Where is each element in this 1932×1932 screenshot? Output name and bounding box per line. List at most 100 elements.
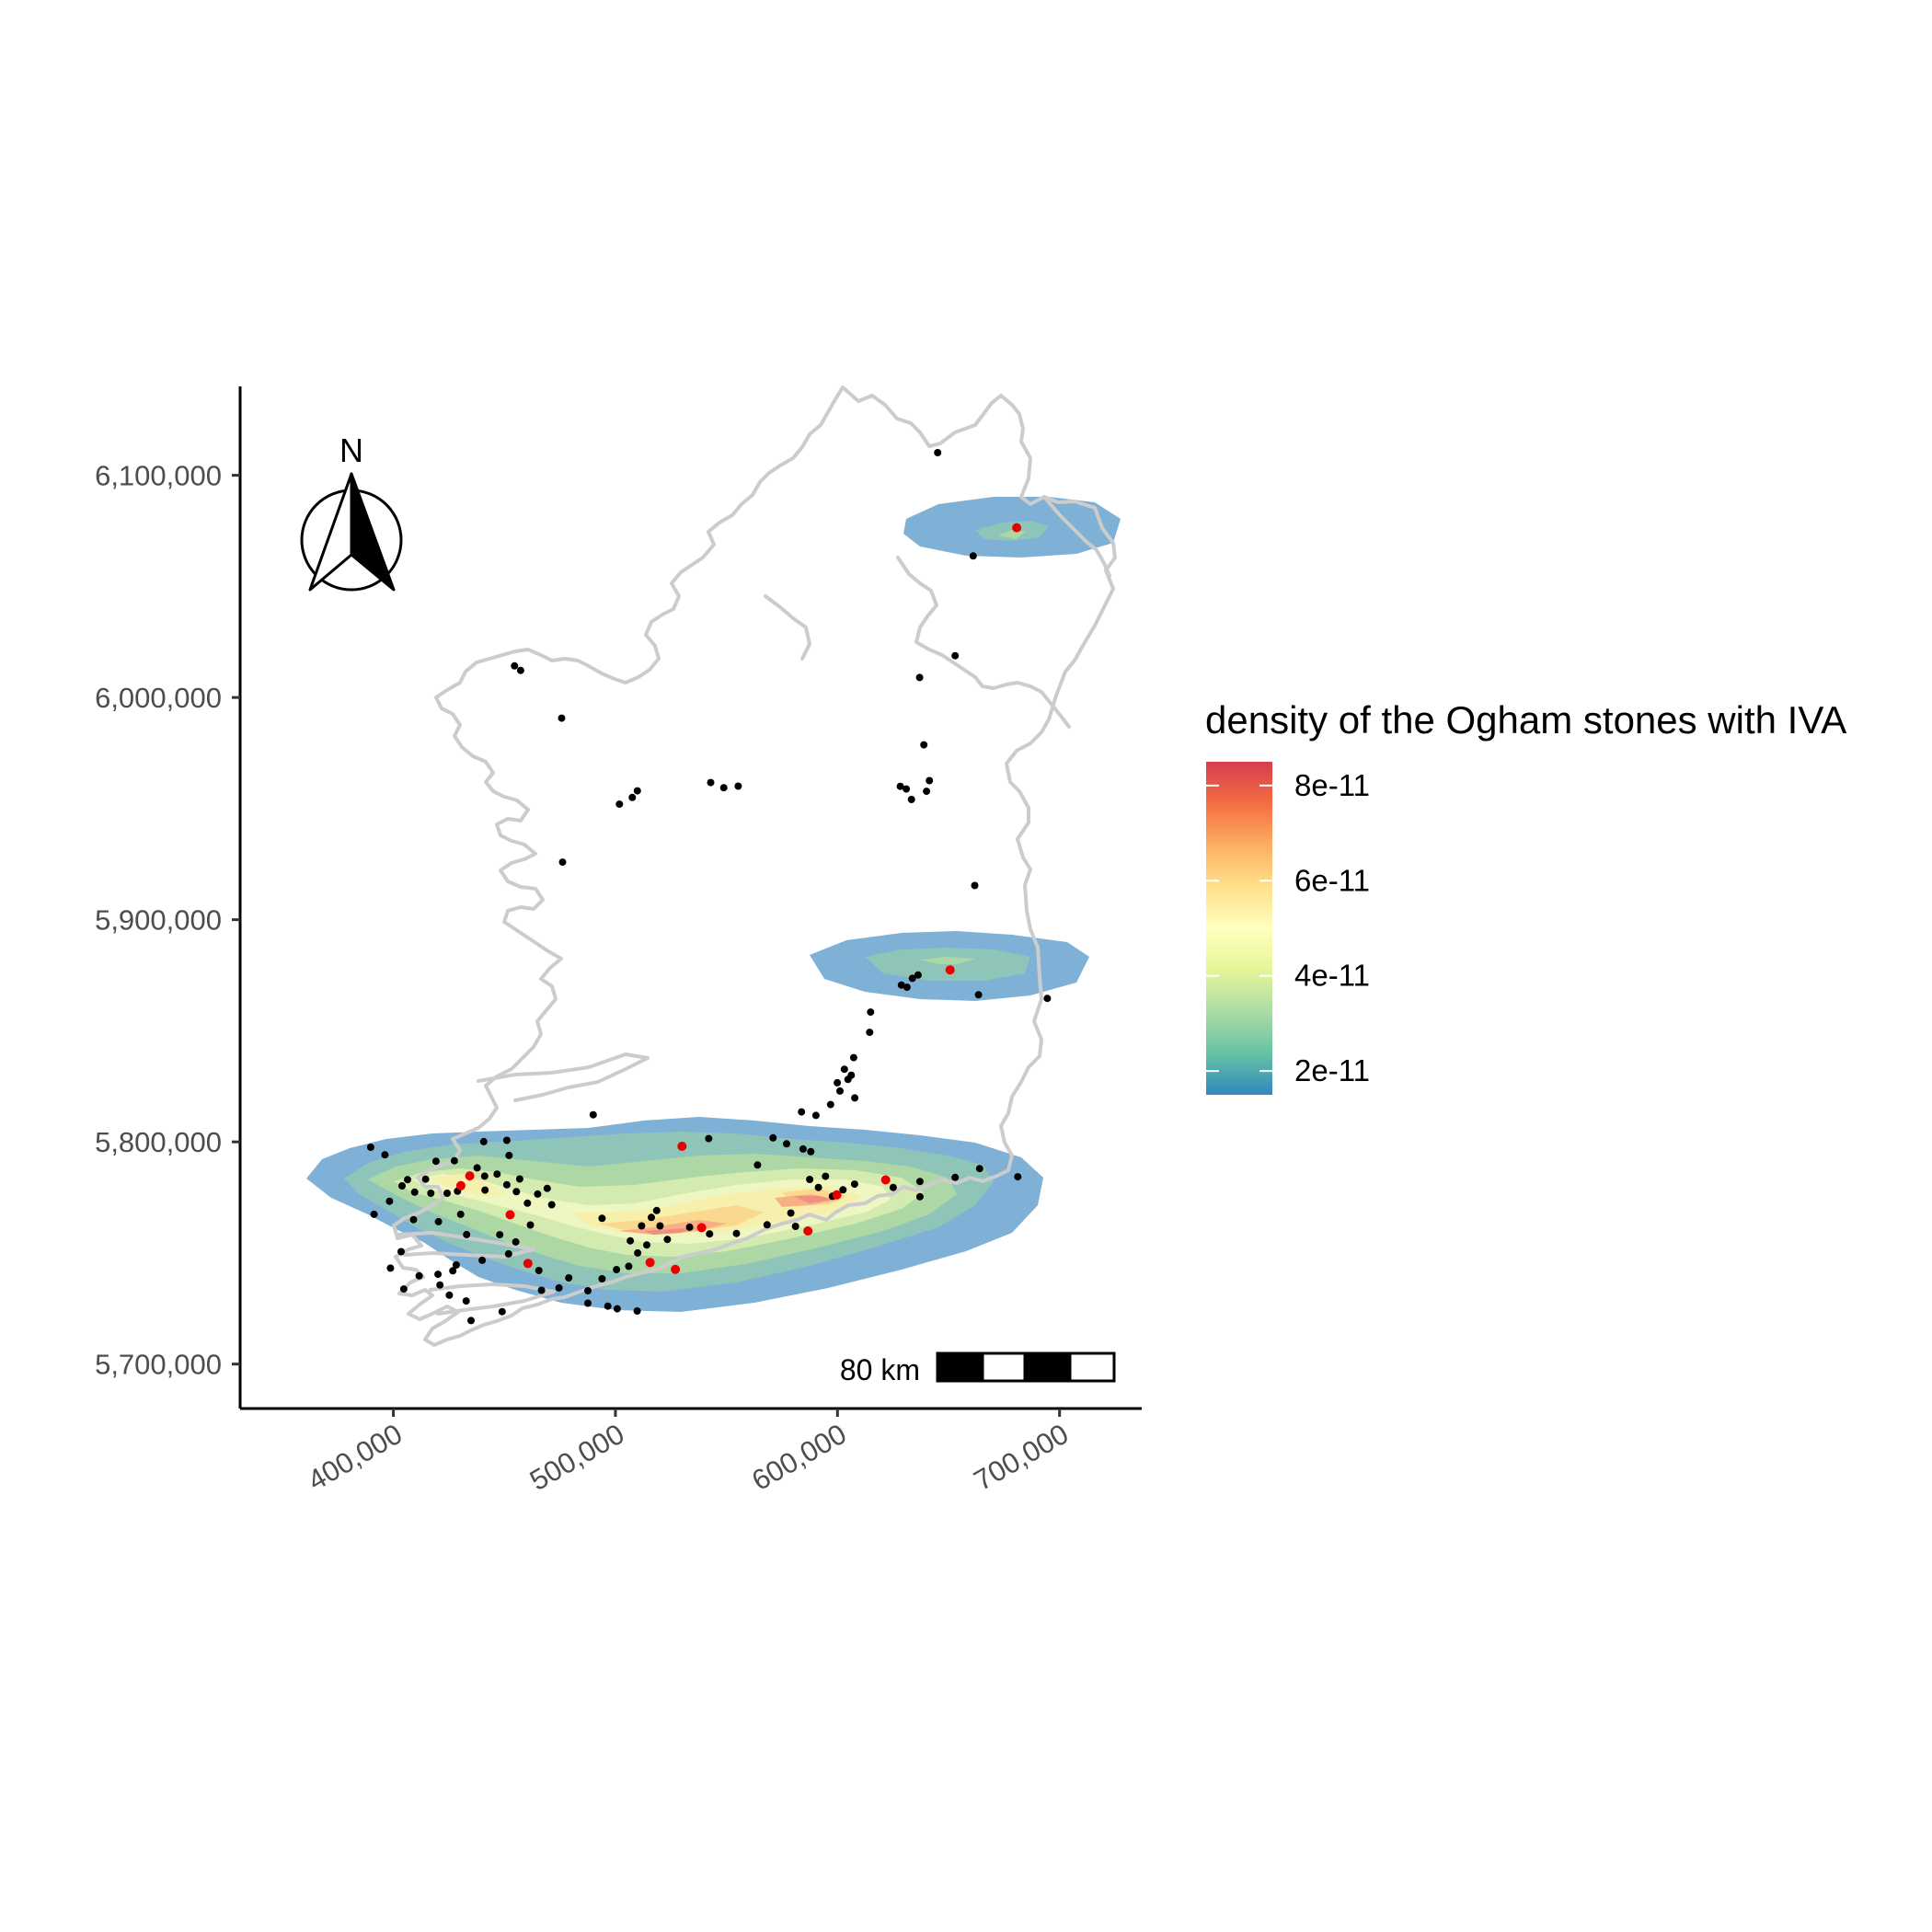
legend-tick-label: 4e-11 bbox=[1294, 959, 1370, 993]
ogham-stone-point bbox=[547, 1201, 556, 1209]
ogham-stone-point bbox=[496, 1231, 504, 1239]
y-tick-label: 6,000,000 bbox=[95, 682, 222, 714]
y-tick-label: 5,800,000 bbox=[95, 1126, 222, 1158]
ogham-stone-point bbox=[807, 1147, 815, 1156]
ogham-stone-point bbox=[381, 1151, 389, 1159]
ogham-stone-point bbox=[903, 983, 911, 992]
ogham-stone-point bbox=[914, 971, 922, 979]
ogham-stone-point bbox=[558, 858, 567, 867]
ogham-stone-point bbox=[923, 788, 931, 796]
y-axis-ticks: 5,700,000 5,800,000 5,900,000 6,000,000 6,10… bbox=[95, 460, 240, 1381]
ogham-stone-iva-points bbox=[455, 523, 1022, 1274]
ogham-stone-point bbox=[456, 1210, 465, 1218]
ogham-stone-point bbox=[652, 1206, 661, 1214]
ogham-stone-point bbox=[534, 1190, 542, 1198]
ogham-stone-point bbox=[478, 1256, 487, 1264]
ogham-stone-iva-point bbox=[671, 1264, 681, 1274]
ogham-stone-point bbox=[791, 1223, 799, 1230]
ogham-stone-point bbox=[634, 1248, 642, 1257]
ogham-stone-point bbox=[866, 1029, 874, 1037]
ogham-stone-point bbox=[404, 1176, 411, 1184]
x-tick-label: 700,000 bbox=[969, 1418, 1075, 1497]
northern-ireland-border bbox=[896, 556, 1071, 729]
density-level-6 bbox=[431, 1174, 861, 1235]
ogham-stone-point bbox=[613, 1266, 621, 1273]
ogham-stone-point bbox=[481, 1186, 489, 1194]
ogham-stone-point bbox=[443, 1190, 451, 1197]
legend-title: density of the Ogham stones with IVA bbox=[1205, 698, 1846, 742]
ogham-stone-point bbox=[436, 1281, 444, 1289]
ogham-stone-iva-point bbox=[505, 1210, 515, 1220]
ogham-stone-point bbox=[537, 1286, 546, 1294]
ogham-stone-point bbox=[434, 1217, 443, 1225]
ogham-stone-point bbox=[450, 1156, 458, 1165]
ogham-stone-point bbox=[974, 991, 983, 999]
legend-ticks: 2e-11 4e-11 6e-11 8e-11 bbox=[1206, 768, 1370, 1087]
ogham-stone-point bbox=[398, 1182, 406, 1190]
ogham-stone-point bbox=[504, 1249, 512, 1258]
ogham-stone-point bbox=[799, 1144, 807, 1153]
ogham-stone-point bbox=[385, 1197, 394, 1205]
ogham-stone-point bbox=[627, 1236, 635, 1245]
ogham-stone-point bbox=[463, 1230, 471, 1238]
scale-bar-label: 80 km bbox=[840, 1353, 920, 1386]
scale-bar-segment-1 bbox=[936, 1351, 984, 1383]
ogham-stone-point bbox=[926, 776, 934, 785]
ogham-stone-point bbox=[604, 1302, 612, 1310]
ogham-stone-point bbox=[822, 1172, 830, 1180]
ogham-stone-point bbox=[769, 1133, 777, 1142]
ogham-stone-iva-point bbox=[1012, 523, 1022, 533]
ogham-stone-iva-point bbox=[945, 965, 955, 975]
ogham-stone-point bbox=[493, 1170, 501, 1179]
scale-bar-segment-3 bbox=[1023, 1351, 1072, 1383]
ogham-stone-point bbox=[633, 787, 641, 795]
legend-tick-label: 2e-11 bbox=[1294, 1053, 1370, 1087]
ogham-stone-iva-point bbox=[677, 1142, 687, 1151]
ogham-stone-point bbox=[951, 651, 960, 660]
ogham-stone-point bbox=[431, 1157, 440, 1166]
ogham-stone-point bbox=[415, 1271, 423, 1280]
ogham-stone-point bbox=[915, 1192, 924, 1201]
ogham-stone-point bbox=[915, 673, 924, 682]
ogham-stone-point bbox=[783, 1140, 790, 1148]
scale-bar: 80 km bbox=[840, 1351, 1116, 1386]
ogham-stone-point bbox=[915, 1178, 924, 1186]
ogham-stone-point bbox=[1014, 1173, 1022, 1181]
ogham-stone-point bbox=[705, 1134, 713, 1143]
legend-tick-label: 6e-11 bbox=[1294, 863, 1370, 897]
north-arrow-white-half bbox=[308, 472, 353, 592]
ogham-stone-point bbox=[555, 1283, 563, 1292]
ogham-stone-point bbox=[498, 1307, 506, 1316]
ogham-stone-point bbox=[421, 1175, 430, 1183]
ogham-stone-point bbox=[850, 1180, 858, 1189]
antrim-coast bbox=[1042, 495, 1111, 578]
ogham-stone-point bbox=[615, 800, 624, 809]
ogham-stone-point bbox=[934, 449, 942, 456]
ogham-stone-point bbox=[811, 1111, 820, 1120]
ogham-stone-point bbox=[512, 1188, 521, 1196]
ogham-stone-point bbox=[897, 981, 905, 989]
ogham-stone-point bbox=[386, 1264, 395, 1272]
ogham-stone-iva-point bbox=[803, 1226, 813, 1236]
ogham-stone-point bbox=[473, 1164, 481, 1172]
ogham-stone-point bbox=[565, 1274, 573, 1282]
ogham-stone-iva-point bbox=[832, 1190, 842, 1200]
ogham-stone-point bbox=[787, 1209, 795, 1217]
ogham-stone-point bbox=[397, 1248, 405, 1256]
ogham-stone-point bbox=[633, 1307, 641, 1315]
ogham-stone-point bbox=[732, 1229, 741, 1237]
ogham-stone-point bbox=[889, 1183, 897, 1191]
ogham-stone-iva-point bbox=[455, 1180, 466, 1190]
ogham-stone-point bbox=[643, 1241, 650, 1249]
ogham-stone-point bbox=[1043, 995, 1052, 1003]
ogham-stone-point bbox=[826, 1100, 834, 1109]
legend-colorbar bbox=[1206, 762, 1272, 1095]
ogham-stone-point bbox=[480, 1172, 489, 1180]
y-tick-label: 5,700,000 bbox=[95, 1349, 222, 1381]
ogham-stone-point bbox=[839, 1186, 847, 1194]
ogham-stone-point bbox=[452, 1261, 460, 1269]
y-tick-label: 6,100,000 bbox=[95, 460, 222, 492]
ogham-stone-point bbox=[834, 1078, 842, 1087]
ogham-stone-point bbox=[763, 1221, 771, 1229]
ogham-stone-point bbox=[535, 1267, 543, 1274]
